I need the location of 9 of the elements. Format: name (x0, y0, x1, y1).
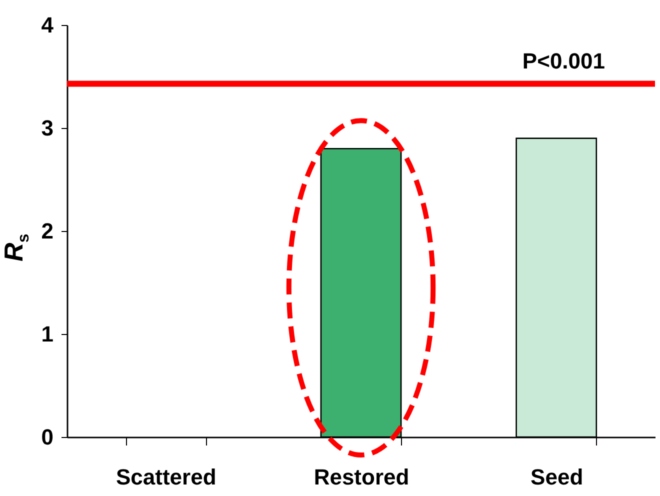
y-tick-label: 0 (41, 424, 54, 450)
x-tick-label: Seed (530, 464, 584, 490)
y-tick-label: 2 (41, 218, 54, 244)
x-tick-label: Restored (314, 464, 410, 490)
ref-line-label: P<0.001 (522, 48, 605, 74)
y-tick-label: 1 (41, 322, 54, 346)
y-tick-label: 3 (41, 116, 54, 140)
x-tick-label: Scattered (116, 464, 216, 490)
y-tick-label: 4 (41, 12, 54, 38)
